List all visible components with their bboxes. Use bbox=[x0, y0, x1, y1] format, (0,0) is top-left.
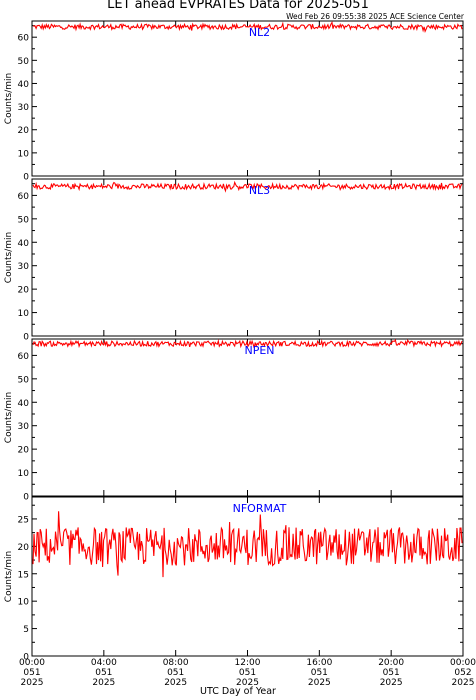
y-tick-label: 60 bbox=[18, 34, 30, 44]
x-tick-label-doy: 052 bbox=[454, 668, 471, 678]
x-tick-label-year: 2025 bbox=[308, 678, 331, 688]
data-series-line bbox=[32, 180, 463, 193]
y-tick-label: 0 bbox=[23, 493, 29, 503]
x-tick-label-doy: 051 bbox=[95, 668, 112, 678]
y-tick-label: 25 bbox=[18, 515, 29, 525]
y-tick-label: 10 bbox=[18, 309, 30, 319]
y-tick-label: 20 bbox=[18, 446, 30, 456]
x-tick-label-doy: 051 bbox=[239, 668, 256, 678]
x-tick-label-doy: 051 bbox=[23, 668, 40, 678]
timestamp-label: Wed Feb 26 09:55:38 2025 ACE Science Cen… bbox=[286, 12, 464, 21]
panel-frame bbox=[31, 178, 464, 337]
y-axis-label: Counts/min bbox=[4, 232, 14, 283]
y-tick-label: 50 bbox=[18, 375, 30, 385]
y-tick-label: 30 bbox=[18, 103, 30, 113]
x-tick-label-time: 12:00 bbox=[235, 658, 261, 668]
y-tick-label: 0 bbox=[23, 653, 29, 663]
x-tick-label-doy: 051 bbox=[383, 668, 400, 678]
x-tick-label-time: 16:00 bbox=[306, 658, 332, 668]
x-tick-label-year: 2025 bbox=[380, 678, 403, 688]
panel-label: NL3 bbox=[249, 184, 270, 197]
data-series-line bbox=[32, 20, 463, 33]
data-series-line bbox=[32, 338, 463, 349]
y-tick-label: 0 bbox=[23, 333, 29, 343]
y-tick-label: 30 bbox=[18, 422, 30, 432]
y-tick-label: 15 bbox=[18, 570, 29, 580]
x-tick-label-year: 2025 bbox=[21, 678, 44, 688]
x-tick-label-year: 2025 bbox=[92, 678, 115, 688]
x-tick-label-year: 2025 bbox=[164, 678, 187, 688]
y-tick-label: 50 bbox=[18, 57, 30, 67]
panel-label: NPEN bbox=[244, 344, 274, 357]
y-tick-label: 0 bbox=[23, 173, 29, 183]
x-tick-label-time: 20:00 bbox=[378, 658, 404, 668]
x-tick-label-doy: 051 bbox=[311, 668, 328, 678]
x-tick-label-time: 00:00 bbox=[19, 658, 45, 668]
y-tick-label: 20 bbox=[18, 543, 30, 553]
y-tick-label: 40 bbox=[18, 399, 30, 409]
x-tick-label-time: 00:00 bbox=[450, 658, 476, 668]
y-axis-label: Counts/min bbox=[4, 551, 14, 602]
y-axis-label: Counts/min bbox=[4, 73, 14, 124]
x-tick-label-time: 08:00 bbox=[163, 658, 189, 668]
y-tick-label: 5 bbox=[23, 625, 29, 635]
y-tick-label: 60 bbox=[18, 352, 30, 362]
panel-frame bbox=[31, 496, 464, 657]
y-tick-label: 30 bbox=[18, 262, 30, 272]
y-axis-label: Counts/min bbox=[4, 392, 14, 443]
x-axis-label: UTC Day of Year bbox=[200, 686, 276, 697]
y-tick-label: 10 bbox=[18, 469, 30, 479]
y-tick-label: 50 bbox=[18, 215, 30, 225]
y-tick-label: 40 bbox=[18, 80, 30, 90]
y-tick-label: 10 bbox=[18, 149, 30, 159]
y-tick-label: 40 bbox=[18, 239, 30, 249]
panel-label: NL2 bbox=[249, 26, 270, 39]
y-tick-label: 60 bbox=[18, 192, 30, 202]
panel-frame bbox=[31, 20, 464, 177]
data-series-line bbox=[32, 511, 463, 578]
panel-frame bbox=[31, 338, 464, 497]
x-tick-label-year: 2025 bbox=[452, 678, 475, 688]
x-tick-label-time: 04:00 bbox=[91, 658, 117, 668]
chart-title: LET ahead EVPRATES Data for 2025-051 bbox=[107, 0, 369, 12]
panel-label: NFORMAT bbox=[233, 502, 287, 515]
y-tick-label: 20 bbox=[18, 126, 30, 136]
x-tick-label-doy: 051 bbox=[167, 668, 184, 678]
y-tick-label: 20 bbox=[18, 286, 30, 296]
x-tick-label-year: 2025 bbox=[236, 678, 259, 688]
y-tick-label: 10 bbox=[18, 598, 30, 608]
